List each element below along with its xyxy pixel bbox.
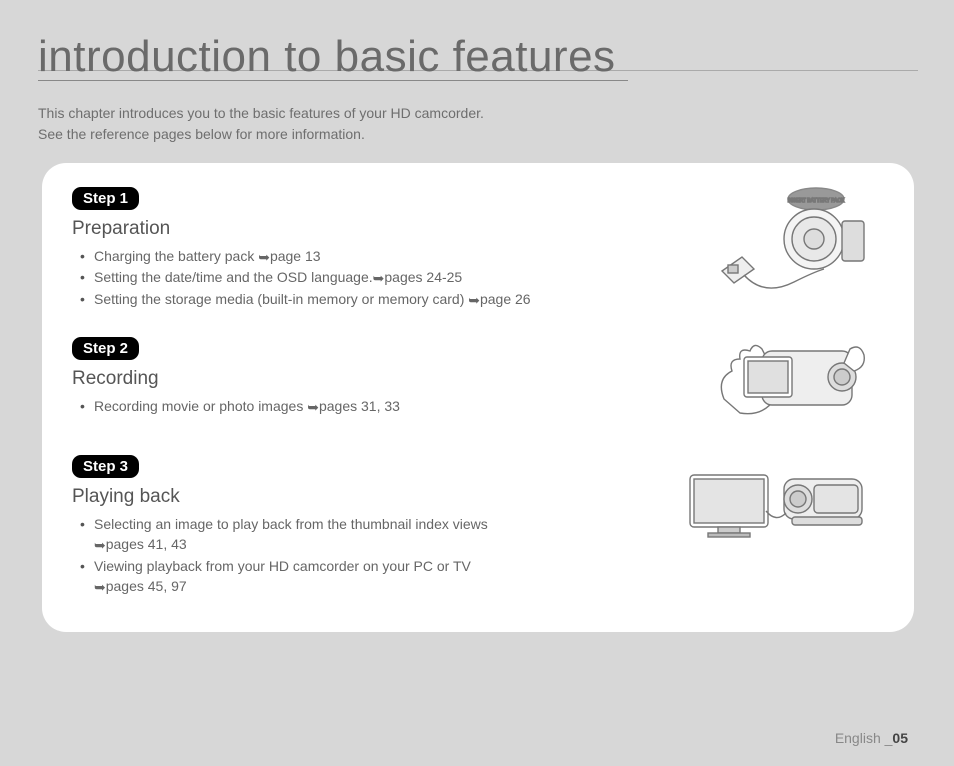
illustration-camcorder-tv [684,447,874,557]
item-text: Selecting an image to play back from the… [94,516,488,532]
list-item: Viewing playback from your HD camcorder … [80,556,612,597]
illus-label: INSERT BATTERY PACK [788,198,845,204]
list-item: Selecting an image to play back from the… [80,514,612,555]
arrow-icon: ➥ [468,290,480,310]
item-cont: ➥pages 45, 97 [94,576,612,596]
step-1-list: Charging the battery pack ➥page 13 Setti… [72,246,612,309]
steps-card: Step 1 Preparation Charging the battery … [42,163,914,632]
item-text: Charging the battery pack [94,248,258,264]
arrow-icon: ➥ [373,268,385,288]
illustration-camcorder-hand [704,329,874,429]
step-1-badge: Step 1 [72,187,139,210]
list-item: Recording movie or photo images ➥pages 3… [80,396,612,416]
item-cont: ➥pages 41, 43 [94,534,612,554]
page-title: introduction to basic features [38,34,628,81]
step-3-list: Selecting an image to play back from the… [72,514,612,596]
illustration-camcorder-charging: INSERT BATTERY PACK [704,187,874,317]
list-item: Setting the storage media (built-in memo… [80,289,612,309]
item-text: Setting the date/time and the OSD langua… [94,269,373,285]
item-page-ref: pages 24-25 [384,269,462,285]
footer-language: English [835,730,881,746]
arrow-icon: ➥ [258,247,270,267]
intro-line-1: This chapter introduces you to the basic… [38,105,484,121]
arrow-icon: ➥ [94,535,106,555]
manual-page: introduction to basic features This chap… [38,34,918,632]
footer-sep: _ [881,730,893,746]
title-section: introduction to basic features [38,34,918,81]
intro-line-2: See the reference pages below for more i… [38,126,365,142]
item-page-ref: page 13 [270,248,321,264]
intro-text: This chapter introduces you to the basic… [38,103,918,145]
step-3: Step 3 Playing back Selecting an image t… [72,455,884,596]
item-text: Setting the storage media (built-in memo… [94,291,468,307]
item-page-ref: pages 41, 43 [106,536,187,552]
arrow-icon: ➥ [94,577,106,597]
item-text: Recording movie or photo images [94,398,307,414]
arrow-icon: ➥ [307,397,319,417]
step-2-badge: Step 2 [72,337,139,360]
item-page-ref: pages 31, 33 [319,398,400,414]
step-1: Step 1 Preparation Charging the battery … [72,187,884,309]
list-item: Setting the date/time and the OSD langua… [80,267,612,287]
list-item: Charging the battery pack ➥page 13 [80,246,612,266]
step-2: Step 2 Recording Recording movie or phot… [72,337,884,427]
item-page-ref: pages 45, 97 [106,578,187,594]
item-page-ref: page 26 [480,291,531,307]
step-3-badge: Step 3 [72,455,139,478]
footer-page-number: 05 [892,730,908,746]
step-2-list: Recording movie or photo images ➥pages 3… [72,396,612,416]
page-footer: English _05 [835,730,908,746]
item-text: Viewing playback from your HD camcorder … [94,558,471,574]
